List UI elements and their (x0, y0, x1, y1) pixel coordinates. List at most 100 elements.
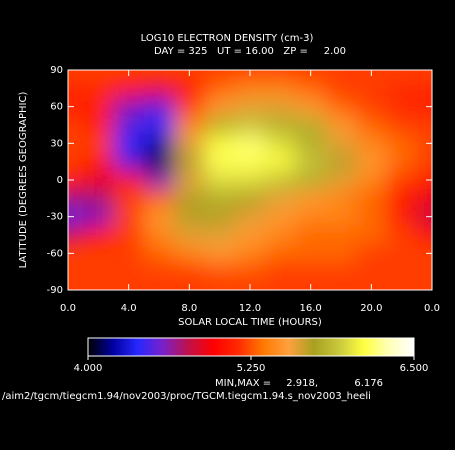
heat-cell (295, 262, 327, 282)
heat-cell (386, 280, 418, 290)
heat-cell (325, 97, 357, 117)
heat-cell (234, 262, 266, 282)
heat-cell (356, 134, 387, 153)
chart-title: LOG10 ELECTRON DENSITY (cm-3) (141, 33, 314, 44)
heat-cell (83, 79, 114, 98)
colorbar-tick-label: 6.500 (400, 363, 429, 374)
x-tick-label: 16.0 (300, 303, 322, 314)
x-tick-label: 0.0 (424, 303, 440, 314)
heat-cell (68, 207, 84, 227)
heat-cell (83, 262, 114, 282)
heat-cell (234, 170, 266, 190)
heat-cell (143, 152, 175, 172)
heat-cell (113, 189, 145, 208)
heat-cell (83, 134, 114, 153)
heat-cell (83, 207, 114, 227)
colorbar-tick-label: 5.250 (237, 363, 266, 374)
heat-cell (416, 189, 432, 208)
heat-cell (143, 207, 175, 227)
heat-cell (356, 79, 387, 98)
heat-cell (83, 189, 114, 208)
heat-cell (295, 152, 327, 172)
heat-cell (386, 97, 418, 117)
heat-cell (265, 152, 296, 172)
heat-cell (265, 79, 296, 98)
heat-cell (325, 79, 357, 98)
heat-cell (265, 207, 296, 227)
heat-cell (143, 115, 175, 135)
field (68, 70, 432, 290)
heat-cell (325, 152, 357, 172)
heat-cell (83, 97, 114, 117)
heat-cell (295, 225, 327, 245)
heat-cell (68, 134, 84, 153)
heat-cell (83, 115, 114, 135)
heat-cell (265, 134, 296, 153)
heat-cell (265, 244, 296, 263)
x-tick-label: 12.0 (239, 303, 261, 314)
heat-cell (68, 152, 84, 172)
heat-cell (416, 115, 432, 135)
heat-cell (174, 225, 205, 245)
heat-cell (204, 97, 236, 117)
heat-cell (234, 115, 266, 135)
y-tick-label: 60 (50, 102, 63, 113)
heat-cell (234, 189, 266, 208)
heat-cell (204, 79, 236, 98)
heat-cell (386, 70, 418, 80)
heat-cell (68, 97, 84, 117)
y-tick-label: -30 (47, 212, 63, 223)
heat-cell (174, 79, 205, 98)
heat-cell (83, 244, 114, 263)
heat-cell (68, 115, 84, 135)
y-tick-label: 30 (50, 138, 63, 149)
heat-cell (68, 189, 84, 208)
heat-cell (143, 97, 175, 117)
heat-cell (83, 70, 114, 80)
heat-cell (68, 262, 84, 282)
heat-cell (386, 134, 418, 153)
heat-cell (204, 170, 236, 190)
heat-cell (68, 280, 84, 290)
heat-cell (68, 244, 84, 263)
heat-cell (234, 152, 266, 172)
y-tick-label: -60 (47, 248, 63, 259)
heat-cell (356, 152, 387, 172)
heat-cell (174, 97, 205, 117)
heat-cell (113, 207, 145, 227)
y-tick-label: 90 (50, 65, 63, 76)
heat-cell (356, 115, 387, 135)
heat-cell (204, 262, 236, 282)
heat-cell (83, 152, 114, 172)
heat-cell (416, 207, 432, 227)
heat-cell (416, 79, 432, 98)
heat-cell (356, 244, 387, 263)
heat-cell (416, 262, 432, 282)
heat-cell (174, 134, 205, 153)
heat-cell (386, 152, 418, 172)
heat-cell (143, 170, 175, 190)
heat-cell (204, 70, 236, 80)
heat-cell (234, 244, 266, 263)
heat-cell (113, 170, 145, 190)
stats-max: 6.176 (354, 378, 383, 389)
heat-cell (174, 262, 205, 282)
heat-cell (174, 152, 205, 172)
heat-cell (295, 207, 327, 227)
heat-cell (325, 70, 357, 80)
heat-cell (174, 189, 205, 208)
y-tick-label: 0 (57, 175, 63, 186)
heat-cell (265, 189, 296, 208)
heat-cell (143, 225, 175, 245)
heat-cell (265, 70, 296, 80)
heat-cell (143, 280, 175, 290)
heat-cell (204, 225, 236, 245)
heat-cell (386, 189, 418, 208)
heat-cell (295, 79, 327, 98)
heat-cell (234, 134, 266, 153)
heat-cell (265, 170, 296, 190)
heat-cell (83, 280, 114, 290)
heat-cell (416, 134, 432, 153)
